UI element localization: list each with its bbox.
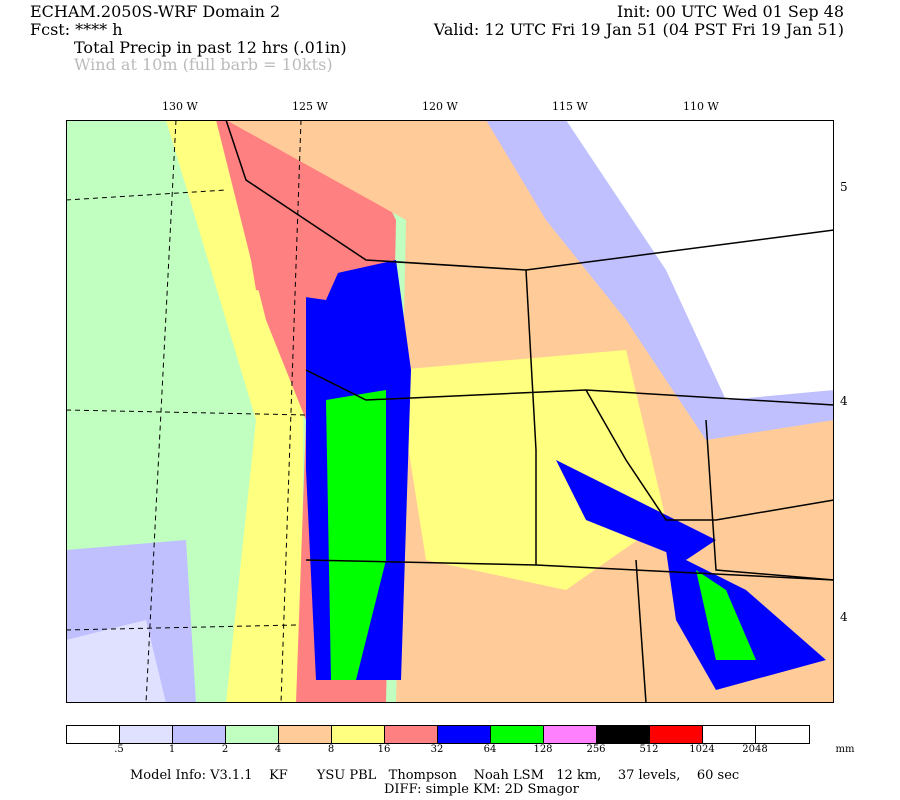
state-borders: [225, 120, 834, 703]
legend-swatch: [438, 726, 491, 743]
lon-label: 110 W: [683, 100, 719, 113]
legend-label: .5: [114, 744, 124, 755]
color-legend: [66, 725, 810, 744]
precip-region-0: [566, 120, 834, 400]
lat-label: 4: [840, 610, 848, 624]
legend-label: 2048: [742, 744, 768, 755]
legend-swatch: [173, 726, 226, 743]
precip-region-05: [66, 620, 166, 703]
product-title: ECHAM.2050S-WRF Domain 2: [30, 2, 281, 21]
legend-swatch: [703, 726, 756, 743]
legend-unit: mm: [835, 744, 855, 755]
legend-label: 256: [586, 744, 606, 755]
valid-time: Valid: 12 UTC Fri 19 Jan 51 (04 PST Fri …: [433, 20, 844, 39]
legend-label: 32: [430, 744, 444, 755]
graticule: [66, 120, 307, 703]
lon-label: 115 W: [552, 100, 588, 113]
legend-swatch: [597, 726, 650, 743]
lon-label: 120 W: [422, 100, 458, 113]
legend-swatch: [67, 726, 120, 743]
legend-swatch: [650, 726, 703, 743]
field-wind-label: Wind at 10m (full barb = 10kts): [74, 55, 333, 74]
legend-label: 1: [168, 744, 176, 755]
precip-region-32b: [246, 210, 366, 300]
lat-label: 5: [840, 180, 848, 194]
legend-label: 128: [533, 744, 553, 755]
precip-region-128b: [696, 570, 756, 660]
legend-label: 64: [483, 744, 497, 755]
precip-region-64b: [556, 460, 716, 560]
lon-label: 130 W: [162, 100, 198, 113]
legend-label: 16: [377, 744, 391, 755]
model-info: Model Info: V3.1.1 KF YSU PBL Thompson N…: [130, 768, 740, 783]
legend-swatch: [756, 726, 809, 743]
legend-label: 1024: [689, 744, 715, 755]
precip-map: [66, 120, 834, 703]
legend-swatch: [385, 726, 438, 743]
legend-swatch: [544, 726, 597, 743]
legend-label: 512: [639, 744, 659, 755]
lat-label: 4: [840, 394, 848, 408]
legend-swatch: [226, 726, 279, 743]
lon-label: 125 W: [292, 100, 328, 113]
legend-swatch: [120, 726, 173, 743]
map-frame: [66, 120, 834, 703]
legend-swatch: [332, 726, 385, 743]
precip-region-16b: [396, 350, 666, 590]
init-time: Init: 00 UTC Wed 01 Sep 48: [616, 2, 844, 21]
precip-region-128: [326, 390, 386, 680]
legend-label: 8: [327, 744, 335, 755]
legend-label: 2: [221, 744, 229, 755]
legend-swatch: [491, 726, 544, 743]
field-precip-label: Total Precip in past 12 hrs (.01in): [74, 38, 347, 57]
forecast-hour: Fcst: **** h: [30, 20, 123, 39]
legend-swatch: [279, 726, 332, 743]
legend-label: 4: [274, 744, 282, 755]
diff-info: DIFF: simple KM: 2D Smagor: [384, 782, 579, 797]
